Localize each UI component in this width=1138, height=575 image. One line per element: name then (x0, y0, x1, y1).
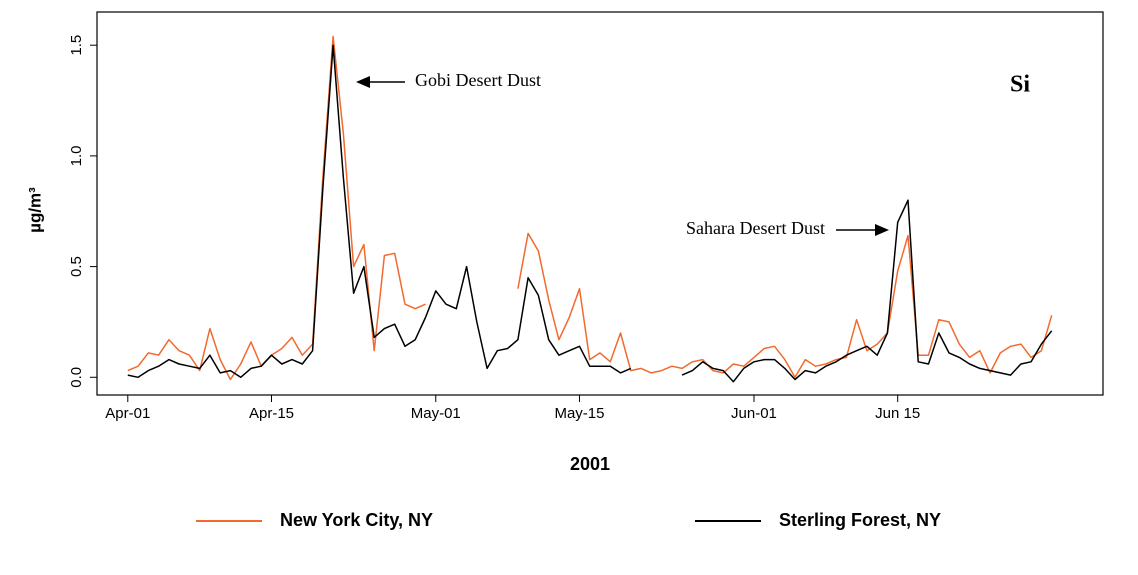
x-tick-label: Apr-01 (105, 405, 150, 422)
legend-label: Sterling Forest, NY (779, 510, 941, 530)
arrow-head (875, 224, 889, 236)
series-line (127, 44, 1053, 383)
y-axis-label: µg/m³ (25, 187, 44, 233)
x-tick-label: May-01 (411, 405, 461, 422)
legend-label: New York City, NY (280, 510, 433, 530)
annotation: Gobi Desert Dust (415, 70, 541, 90)
y-tick-label: 1.5 (68, 35, 85, 56)
series-line (127, 35, 1053, 381)
y-tick-label: 0.0 (68, 367, 85, 388)
annotation: Sahara Desert Dust (686, 218, 825, 238)
x-tick-label: Jun-01 (731, 405, 777, 422)
x-tick-label: Apr-15 (249, 405, 294, 422)
plot-frame (96, 11, 1104, 396)
x-axis-label: 2001 (570, 454, 610, 474)
x-tick-label: Jun 15 (875, 405, 920, 422)
y-tick-label: 1.0 (68, 145, 85, 166)
arrow-head (356, 76, 370, 88)
y-tick-label: 0.5 (68, 256, 85, 277)
x-tick-label: May-15 (554, 405, 604, 422)
element-label: Si (1010, 72, 1030, 98)
